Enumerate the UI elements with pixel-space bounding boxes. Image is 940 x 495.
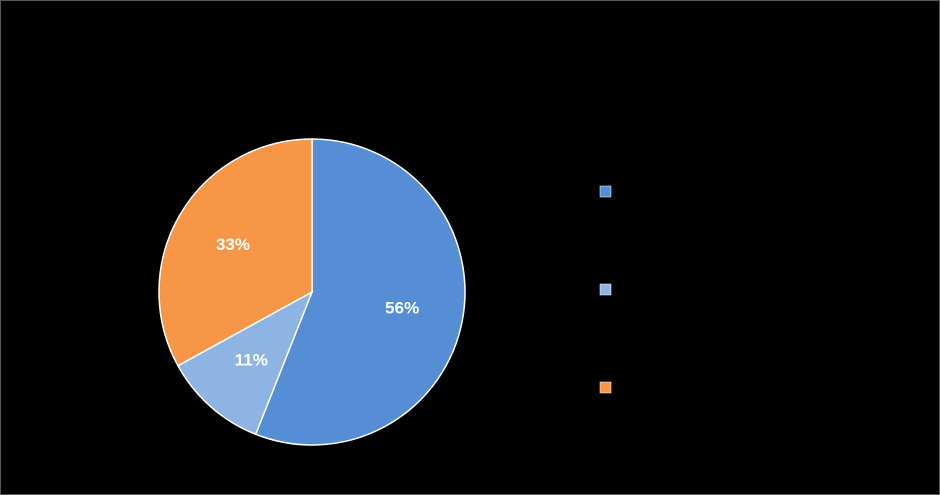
data-label: 33% [216, 235, 250, 254]
pie-slice [158, 138, 313, 367]
legend-swatch [599, 185, 612, 198]
legend-swatch [599, 283, 612, 296]
pie-slice [176, 290, 314, 436]
data-label: 56% [385, 299, 419, 318]
legend-swatch [599, 381, 612, 394]
pie-slice [254, 138, 466, 446]
data-label: 11% [235, 350, 268, 369]
